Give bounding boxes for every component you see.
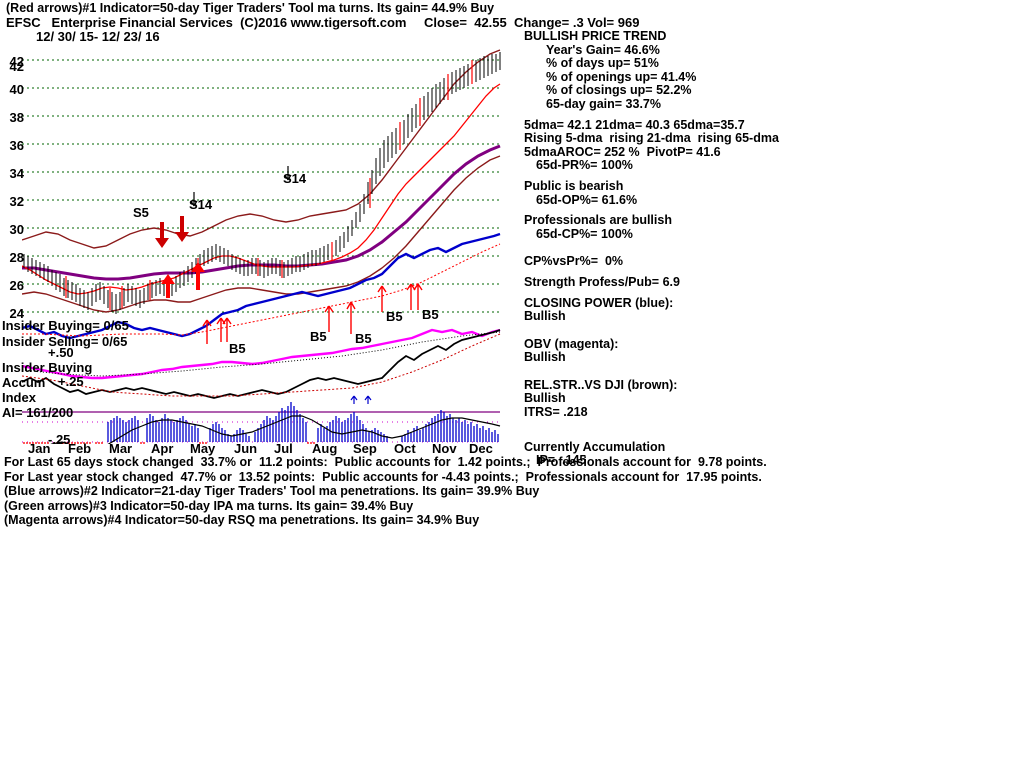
public-state: Public is bearish [524, 178, 624, 193]
accum-state: Currently Accumulation [524, 439, 666, 454]
date-range: 12/ 30/ 15- 12/ 23/ 16 [36, 29, 160, 44]
x-tick-jan: Jan [28, 441, 51, 456]
rel-strength-ma-line [22, 333, 501, 397]
accum-plus50-label: +.50 [48, 345, 74, 360]
ticker-title: EFSC Enterprise Financial Services (C)20… [6, 15, 407, 30]
y-tick-42: 42 [9, 59, 24, 74]
obv-line [22, 328, 501, 380]
ip-value: IP= .145 [536, 453, 587, 468]
y-tick-label-32: 32 [9, 194, 24, 209]
trend-title: BULLISH PRICE TREND [524, 29, 667, 43]
sell-arrows [155, 216, 189, 248]
closing-power-ma-line [22, 243, 501, 337]
y-tick-label-36: 36 [9, 138, 24, 153]
x-tick-sep: Sep [353, 441, 377, 456]
annotation-b5-4: B5 [386, 309, 403, 324]
ma5-line [22, 83, 501, 295]
relstr-label: REL.STR..VS DJI (brown): [524, 377, 678, 392]
footer-notes: For Last 65 days stock changed 33.7% or … [4, 455, 1014, 528]
cp65-line: 65d-CP%= 100% [536, 226, 633, 241]
lower-band-line [22, 155, 501, 313]
buy-arrows-thin [202, 283, 423, 344]
upper-band-line [22, 49, 501, 249]
rising-line: Rising 5-dma rising 21-dma rising 65-dma [524, 131, 779, 146]
accum-label: Accum [2, 375, 46, 390]
price-axis: 42 [0, 44, 24, 444]
note-magenta-arrows: (Magenta arrows)#4 Indicator=50-day RSQ … [4, 513, 480, 528]
month-axis: Jan Feb Mar Apr May Jun Jul Aug Sep Oct … [0, 441, 520, 459]
annotation-b5-1: B5 [229, 341, 246, 356]
price-bars-highlight [65, 60, 473, 310]
op65-line: 65d-OP%= 61.6% [536, 192, 638, 207]
accum-plus25-label: +.25 [58, 374, 84, 389]
x-tick-jul: Jul [274, 441, 293, 456]
accum-minus25-label: -.25 [48, 432, 71, 447]
pct-closings-up: % of closings up= 52.2% [546, 83, 692, 98]
pr65-line: 65d-PR%= 100% [536, 158, 633, 173]
x-tick-apr: Apr [151, 441, 174, 456]
indicator-headline: (Red arrows)#1 Indicator=50-day Tiger Tr… [6, 1, 495, 15]
info-panel: BULLISH PRICE TREND Year's Gain= 46.6% %… [524, 29, 854, 468]
index-label: Index [2, 390, 36, 405]
dma-line: 5dma= 42.1 21dma= 40.3 65dma=35.7 [524, 117, 745, 132]
price-bars [23, 52, 501, 314]
professionals-state: Professionals are bullish [524, 213, 672, 228]
sell-arrows-thin [190, 166, 292, 207]
obv-label: OBV (magenta): [524, 336, 619, 351]
obv-ma-line [22, 331, 501, 377]
closing-power-value: Bullish [524, 309, 566, 324]
accum-histogram-positive [107, 402, 499, 442]
quote-summary: Close= 42.55 Change= .3 Vol= 969 [424, 15, 640, 30]
annotation-b5-2: B5 [310, 329, 327, 344]
pct-openings-up: % of openings up= 41.4% [546, 69, 697, 84]
annotation-s14-a: S14 [189, 197, 213, 212]
insider-buying-label: Insider Buying= 0/65 [2, 318, 129, 333]
x-tick-nov: Nov [432, 441, 457, 456]
relstr-value: Bullish [524, 391, 566, 406]
years-gain: Year's Gain= 46.6% [546, 42, 660, 57]
annotation-s5: S5 [133, 205, 149, 220]
itrs-value: ITRS= .218 [524, 405, 588, 420]
buy-arrows [161, 262, 205, 298]
chart-canvas [22, 49, 501, 444]
x-tick-jun: Jun [234, 441, 258, 456]
y-tick-label-34: 34 [9, 166, 24, 181]
accum-histogram-negative [23, 442, 315, 444]
cp-vs-pr: CP%vsPr%= 0% [524, 254, 624, 269]
note-65-days: For Last 65 days stock changed 33.7% or … [4, 455, 767, 469]
y-tick-label-38: 38 [9, 110, 24, 125]
x-tick-aug: Aug [312, 441, 338, 456]
accum-ma-line [50, 415, 501, 444]
ai-value-label: AI= 161/200 [2, 405, 74, 420]
x-tick-oct: Oct [394, 441, 416, 456]
accum-marker-arrow [350, 395, 372, 404]
x-tick-may: May [190, 441, 216, 456]
x-tick-feb: Feb [68, 441, 92, 456]
y-tick-label-26: 26 [9, 278, 24, 293]
note-last-year: For Last year stock changed 47.7% or 13.… [4, 469, 762, 484]
annotation-s14-b: S14 [283, 171, 307, 186]
x-tick-mar: Mar [109, 441, 133, 456]
annotation-b5-3: B5 [355, 331, 372, 346]
y-tick-label-40: 40 [9, 82, 24, 97]
gain-65day: 65-day gain= 33.7% [546, 96, 661, 111]
strength-prof-pub: Strength Profess/Pub= 6.9 [524, 274, 680, 289]
obv-value: Bullish [524, 350, 566, 365]
note-green-arrows: (Green arrows)#3 Indicator=50-day IPA ma… [4, 498, 414, 513]
insider-buying-label-2: Insider Buying [2, 360, 93, 375]
insider-selling-label: Insider Selling= 0/65 [2, 334, 128, 349]
x-tick-dec: Dec [469, 441, 493, 456]
y-tick-label-28: 28 [9, 250, 24, 265]
ma65-line [22, 144, 501, 281]
y-tick-label-30: 30 [9, 222, 24, 237]
y-tick-label-24: 24 [9, 306, 24, 321]
pct-days-up: % of days up= 51% [546, 56, 659, 71]
aroc-line: 5dmaAROC= 252 % PivotP= 41.6 [524, 144, 721, 159]
price-chart: S5 S14 S14 B5 B5 B5 B5 B5 [22, 44, 502, 444]
closing-power-label: CLOSING POWER (blue): [524, 295, 674, 310]
annotation-b5-5: B5 [422, 307, 439, 322]
note-blue-arrows: (Blue arrows)#2 Indicator=21-day Tiger T… [4, 484, 540, 499]
y-tick-label-42: 42 [9, 54, 24, 69]
closing-power-line [22, 232, 501, 340]
